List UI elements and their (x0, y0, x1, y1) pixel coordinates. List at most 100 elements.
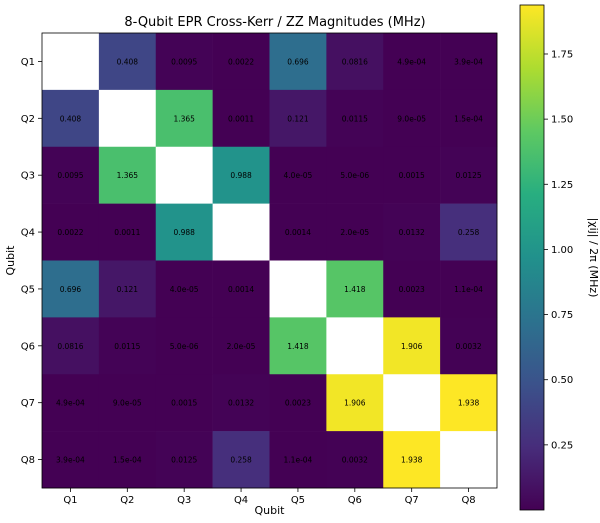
chart-title: 8-Qubit EPR Cross-Kerr / ZZ Magnitudes (… (124, 15, 425, 30)
cell-value-label: 5.0e-06 (340, 171, 369, 180)
x-tick-label: Q1 (63, 495, 77, 506)
cell-value-label: 0.0023 (399, 285, 425, 294)
heatmap-cell (269, 203, 327, 261)
cell-value-label: 9.0e-05 (397, 114, 426, 123)
heatmap-cell (42, 33, 100, 91)
heatmap-cell (42, 260, 100, 318)
cell-value-label: 4.0e-05 (170, 285, 199, 294)
cell-value-label: 0.696 (287, 57, 309, 66)
cell-value-label: 1.906 (401, 342, 423, 351)
cell-value-label: 9.0e-05 (113, 399, 142, 408)
heatmap-cell (269, 317, 327, 375)
y-tick-label: Q8 (21, 455, 35, 466)
cell-value-label: 0.121 (117, 285, 139, 294)
heatmap-cell (42, 89, 100, 148)
heatmap-cell (383, 317, 441, 375)
heatmap-cell (155, 89, 213, 148)
y-tick-label: Q5 (21, 284, 35, 295)
heatmap-cell (155, 260, 213, 318)
heatmap-cell (326, 317, 384, 375)
cell-value-label: 0.0023 (285, 399, 311, 408)
heatmap-cell (383, 374, 441, 432)
cell-value-label: 0.0816 (342, 57, 368, 66)
heatmap-cell (326, 203, 384, 261)
cell-value-label: 0.408 (60, 114, 82, 123)
cell-value-label: 2.0e-05 (340, 228, 369, 237)
cell-value-label: 0.0032 (455, 342, 481, 351)
heatmap-cell (98, 203, 157, 261)
y-tick-label: Q4 (21, 228, 35, 239)
colorbar-tick-label: 1.75 (551, 49, 573, 60)
y-tick-label: Q1 (21, 57, 35, 68)
x-axis-ticks: Q1 Q2 Q3 Q4 Q5 Q6 Q7 Q8 (63, 488, 476, 506)
heatmap-cell (98, 89, 157, 148)
cell-value-label: 1.418 (344, 285, 366, 294)
heatmap-cell (440, 33, 498, 91)
plot-frame (41, 32, 498, 489)
heatmap-cell (212, 260, 270, 318)
x-tick-label: Q4 (234, 495, 248, 506)
y-tick-label: Q2 (21, 114, 35, 125)
heatmap-cell (212, 431, 270, 489)
heatmap-cell (326, 89, 384, 148)
heatmap-cell (155, 374, 213, 432)
cell-value-label: 0.0132 (399, 228, 425, 237)
heatmap-cell (155, 203, 213, 261)
cell-value-label: 0.408 (117, 57, 139, 66)
cell-value-label: 0.988 (230, 171, 252, 180)
cell-value-label: 0.0022 (57, 228, 83, 237)
cell-value-label: 0.258 (230, 456, 252, 465)
x-tick-label: Q5 (291, 495, 305, 506)
cell-value-label: 0.0095 (57, 171, 83, 180)
x-tick-label: Q3 (177, 495, 191, 506)
x-tick-label: Q2 (120, 495, 134, 506)
cell-value-label: 1.5e-04 (454, 114, 483, 123)
heatmap-cell (383, 146, 441, 204)
cell-value-label: 1.938 (458, 399, 480, 408)
cell-value-label: 0.0015 (171, 399, 197, 408)
heatmap-cell (269, 374, 327, 432)
cell-value-label: 1.906 (344, 399, 366, 408)
y-tick-label: Q7 (21, 398, 35, 409)
heatmap-cells (42, 33, 498, 489)
heatmap-cell (269, 431, 327, 489)
heatmap-cell (155, 317, 213, 375)
heatmap-cell (42, 317, 100, 375)
cell-value-label: 0.0115 (114, 342, 140, 351)
cell-value-label: 0.0011 (228, 114, 254, 123)
colorbar-tick-label: 0.75 (551, 310, 573, 321)
cell-value-label: 5.0e-06 (170, 342, 199, 351)
heatmap-cell (42, 374, 100, 432)
cell-value-label: 0.258 (458, 228, 480, 237)
colorbar-ticks: 0.25 0.50 0.75 1.00 1.25 1.50 1.75 (544, 49, 573, 451)
heatmap-cell (212, 317, 270, 375)
cell-value-label: 0.988 (173, 228, 195, 237)
cell-value-label: 0.0015 (399, 171, 425, 180)
cell-value-label: 0.0014 (285, 228, 311, 237)
heatmap-cell (383, 431, 441, 489)
cell-value-label: 0.0032 (342, 456, 368, 465)
heatmap-cell (42, 203, 100, 261)
cell-value-label: 1.1e-04 (454, 285, 483, 294)
colorbar-tick-label: 0.25 (551, 440, 573, 451)
heatmap-cell (212, 89, 270, 148)
cell-value-label: 1.365 (117, 171, 139, 180)
heatmap-cell (383, 89, 441, 148)
heatmap-cell (440, 317, 498, 375)
cell-value-label: 0.0022 (228, 57, 254, 66)
heatmap-cell (212, 374, 270, 432)
cell-value-label: 0.0115 (342, 114, 368, 123)
cell-value-label: 0.0132 (228, 399, 254, 408)
heatmap-cell (98, 374, 157, 432)
heatmap-cell (42, 146, 100, 204)
x-tick-label: Q8 (461, 495, 475, 506)
heatmap-cell (98, 317, 157, 375)
heatmap-cell (326, 33, 384, 91)
cell-value-label: 1.365 (173, 114, 195, 123)
heatmap-cell (155, 146, 213, 204)
cell-value-label: 0.0014 (228, 285, 254, 294)
y-axis-label: Qubit (4, 245, 17, 276)
colorbar-tick-label: 1.50 (551, 115, 573, 126)
heatmap-cell (269, 89, 327, 148)
